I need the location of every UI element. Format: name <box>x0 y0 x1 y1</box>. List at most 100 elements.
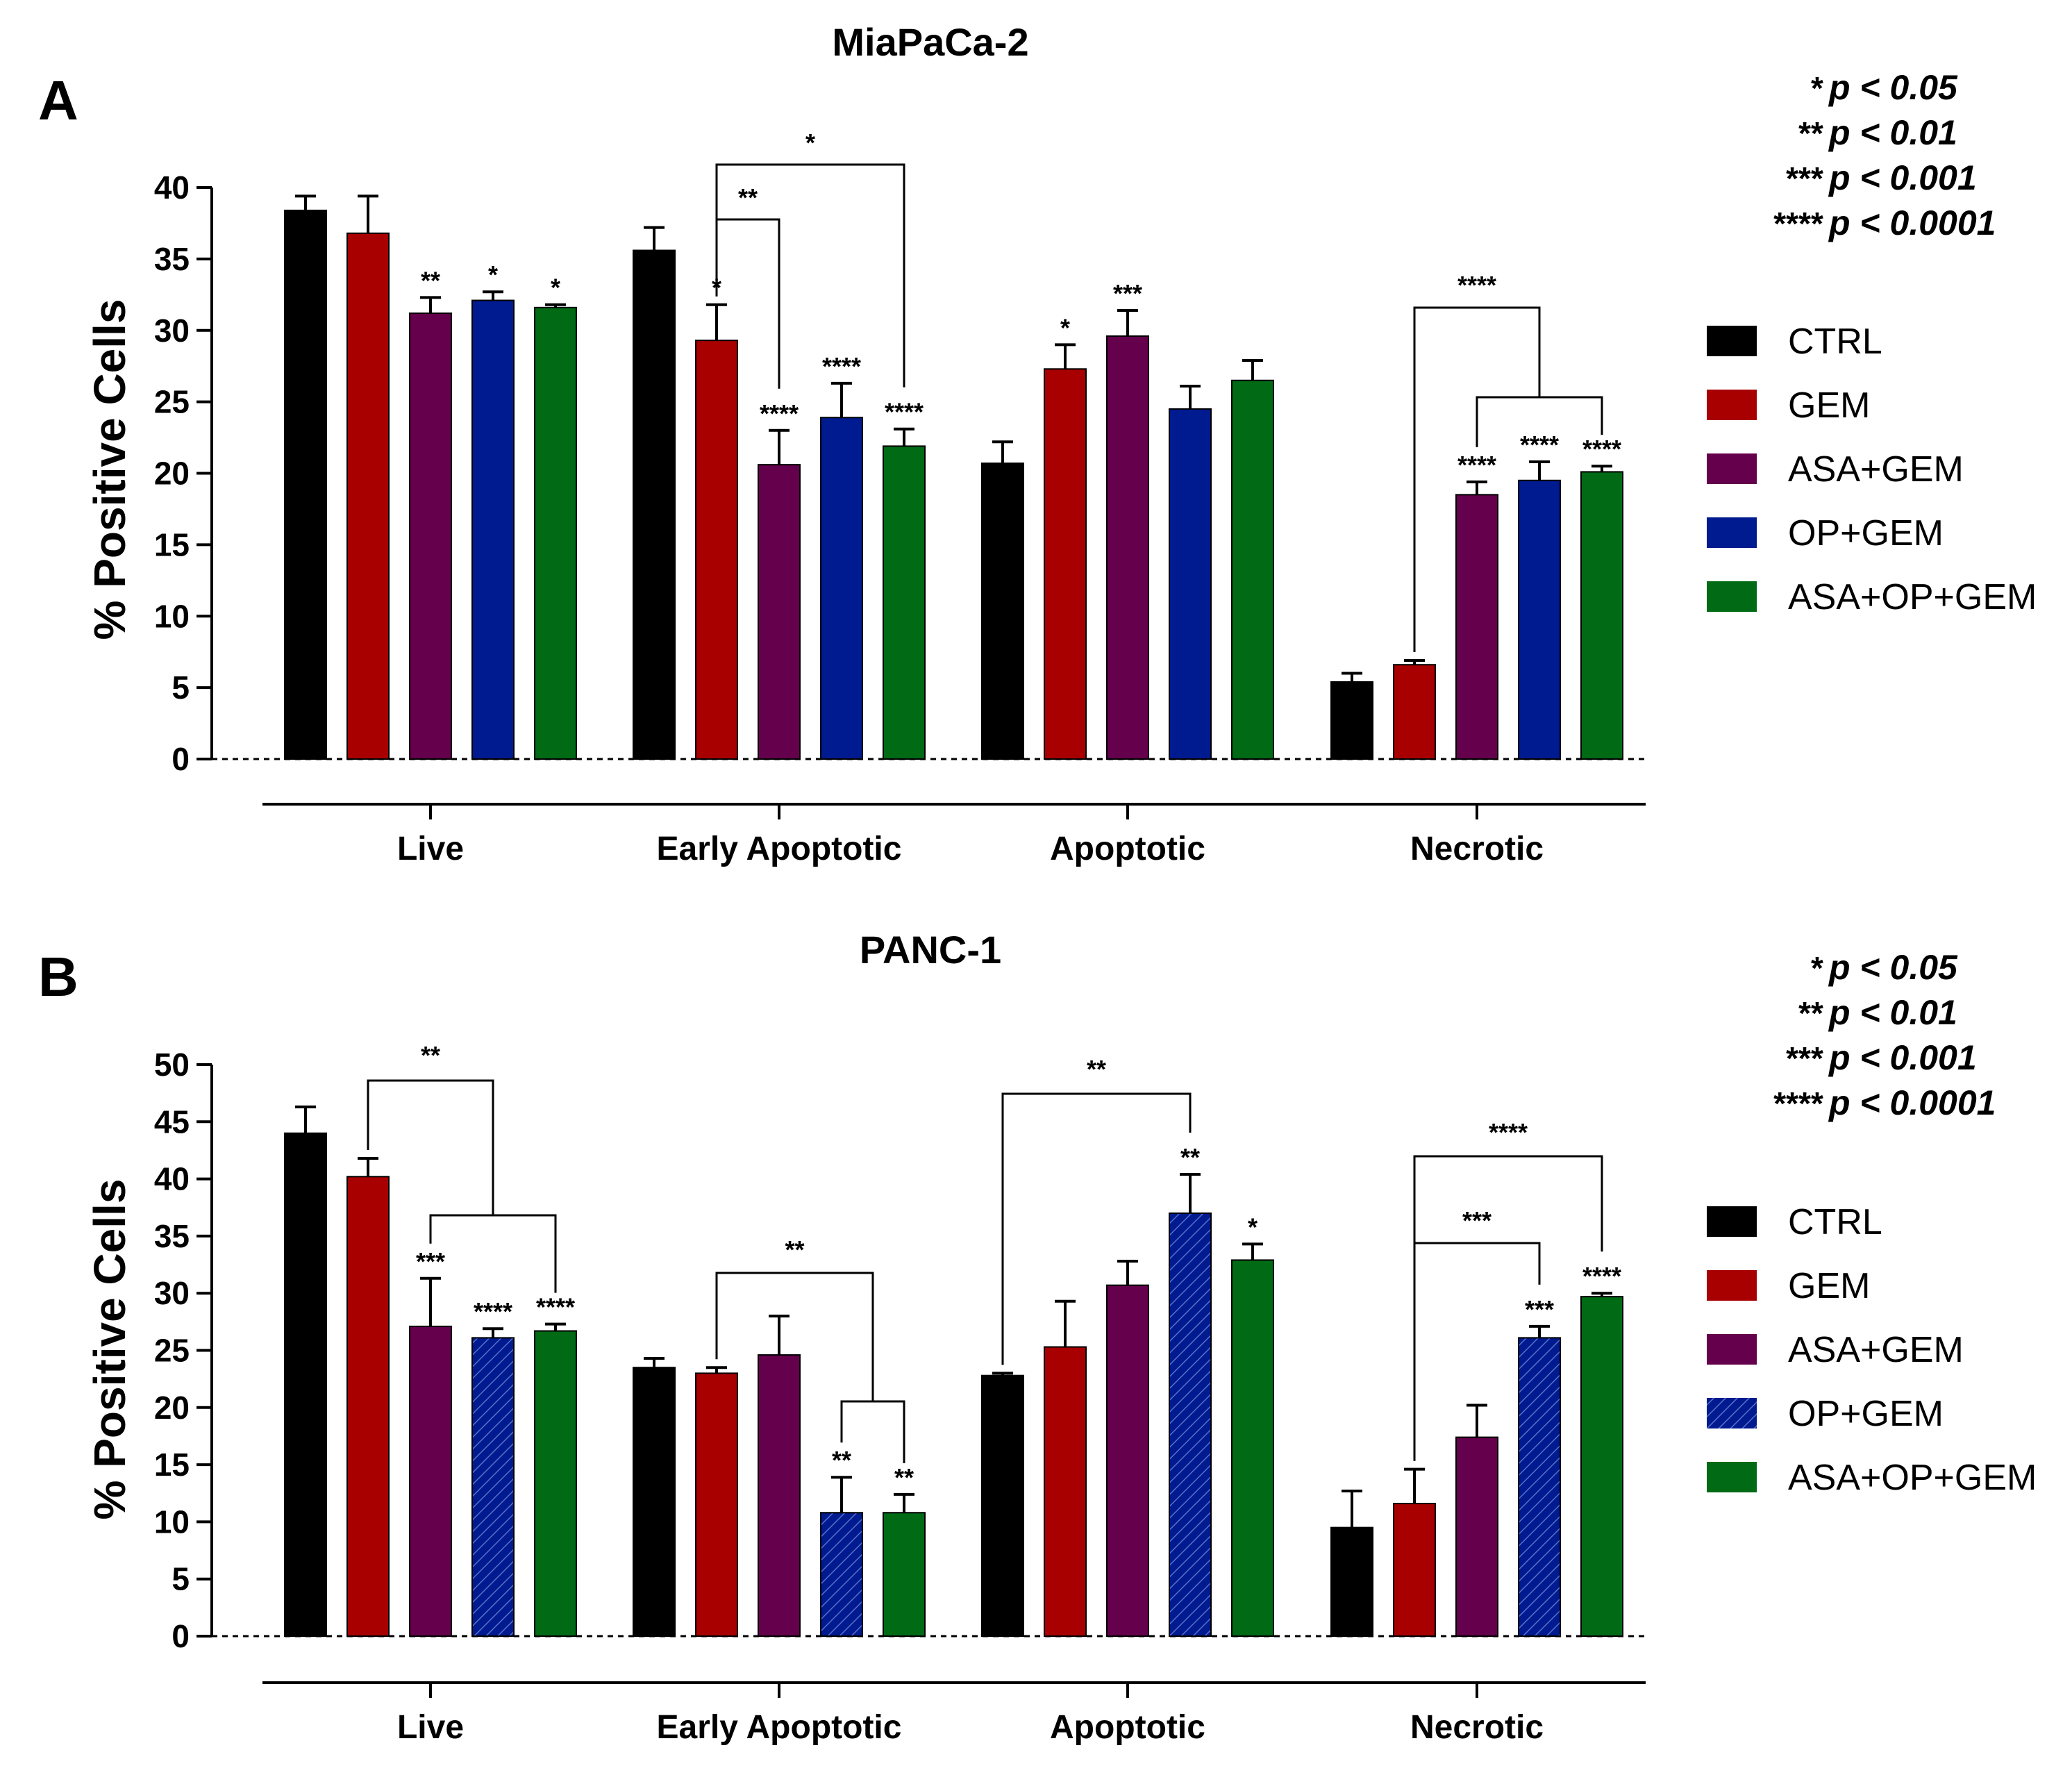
panel-a-title: MiaPaCa-2 <box>832 20 1028 64</box>
significance-label: *** <box>1113 279 1142 308</box>
bar <box>820 1512 863 1637</box>
significance-label: * <box>1248 1213 1258 1241</box>
legend-label: ASA+GEM <box>1788 449 1964 490</box>
pvalue-stars: ** <box>1797 995 1823 1031</box>
x-category-label: Early Apoptotic <box>657 831 902 867</box>
panel-b-plot: 0 5 10 15 20 25 30 35 40 45 50 Live Early Apoptotic A… <box>154 1041 1646 1746</box>
significance-label: ** <box>421 266 440 294</box>
bracket-label: **** <box>1457 271 1496 299</box>
panel-b-pvalue-key: * p < 0.05** p < 0.01*** p < 0.001**** p < 0… <box>1772 948 1996 1122</box>
y-tick-label: 20 <box>154 1390 190 1426</box>
significance-label: **** <box>474 1297 512 1326</box>
pvalue-text: p < 0.0001 <box>1828 1083 1996 1122</box>
significance-bracket <box>1413 1155 1603 1461</box>
panel-a-letter: A <box>38 69 78 131</box>
significance-label: **** <box>1582 1262 1621 1290</box>
legend-label: ASA+OP+GEM <box>1788 1458 2037 1498</box>
significance-label: **** <box>536 1293 575 1322</box>
bar <box>883 445 926 760</box>
bar <box>1580 471 1623 760</box>
panel-b-ylabel: % Positive Cells <box>85 1179 135 1520</box>
significance-bracket <box>1413 1242 1541 1461</box>
bracket-label: ** <box>1087 1055 1106 1083</box>
bar <box>820 417 863 760</box>
bar <box>1455 1436 1498 1637</box>
y-tick-label: 40 <box>154 1161 190 1197</box>
panel-a-legend: CTRL GEM ASA+GEM OP+GEM ASA+OP+GEM <box>1707 322 2037 617</box>
legend-label: OP+GEM <box>1788 513 1944 553</box>
pvalue-stars: ** <box>1797 115 1823 151</box>
significance-label: **** <box>760 399 799 428</box>
bar <box>284 209 327 760</box>
legend-label: ASA+OP+GEM <box>1788 577 2037 617</box>
bar <box>695 340 738 760</box>
bar <box>1044 1346 1087 1637</box>
significance-label: **** <box>1520 431 1559 459</box>
bracket-label: * <box>805 128 815 157</box>
legend-swatch <box>1707 581 1757 612</box>
bar <box>471 1337 515 1638</box>
bar <box>284 1132 327 1637</box>
panel-a-pvalue-key: * p < 0.05** p < 0.01*** p < 0.001**** p < 0… <box>1772 68 1996 242</box>
x-category-label: Early Apoptotic <box>657 1709 902 1746</box>
y-tick-label: 30 <box>154 313 190 349</box>
legend-label: ASA+GEM <box>1788 1330 1964 1370</box>
bar <box>1580 1296 1623 1637</box>
y-tick-label: 0 <box>172 741 190 777</box>
significance-label: * <box>488 260 498 289</box>
legend-swatch <box>1707 390 1757 420</box>
pvalue-text: p < 0.01 <box>1828 113 1957 152</box>
legend-label: CTRL <box>1788 322 1882 362</box>
x-category-label: Apoptotic <box>1050 831 1205 867</box>
bar <box>346 1176 390 1637</box>
legend-swatch <box>1707 1206 1757 1237</box>
y-tick-label: 25 <box>154 384 190 420</box>
legend-swatch <box>1707 1270 1757 1301</box>
significance-group-bracket <box>429 1214 557 1293</box>
y-tick-label: 25 <box>154 1333 190 1369</box>
bracket-label: ** <box>421 1041 440 1069</box>
y-tick-label: 0 <box>172 1618 190 1654</box>
bar <box>1518 1337 1561 1638</box>
panel-a-plot: 0 5 10 15 20 25 30 35 40 Live Early Apoptotic Apopt… <box>154 128 1646 867</box>
legend-swatch <box>1707 517 1757 548</box>
pvalue-text: p < 0.001 <box>1828 1038 1977 1077</box>
x-category-label: Apoptotic <box>1050 1709 1205 1746</box>
bar <box>409 313 452 760</box>
pvalue-stars: * <box>1810 70 1823 106</box>
pvalue-stars: **** <box>1772 206 1823 242</box>
bar <box>758 1354 801 1637</box>
y-tick-label: 40 <box>154 169 190 206</box>
significance-label: ** <box>894 1463 914 1492</box>
bar <box>1231 379 1274 760</box>
bracket-label: **** <box>1489 1118 1528 1147</box>
pvalue-stars: *** <box>1785 160 1823 197</box>
bar <box>534 1330 577 1637</box>
bar <box>883 1512 926 1637</box>
bar <box>346 232 390 760</box>
legend-label: GEM <box>1788 1266 1870 1306</box>
bar <box>633 249 676 760</box>
bracket-label: *** <box>1462 1206 1492 1235</box>
y-tick-label: 5 <box>172 1561 190 1597</box>
y-tick-label: 20 <box>154 456 190 492</box>
bar <box>471 299 515 760</box>
bar <box>1231 1259 1274 1637</box>
x-category-label: Necrotic <box>1410 1709 1544 1746</box>
y-tick-label: 35 <box>154 241 190 277</box>
bar <box>695 1372 738 1638</box>
y-tick-label: 15 <box>154 1447 190 1483</box>
legend-label: GEM <box>1788 385 1870 426</box>
bar <box>1106 1284 1149 1637</box>
bar <box>1169 408 1212 760</box>
y-tick-label: 5 <box>172 669 190 706</box>
bracket-label: ** <box>738 183 758 212</box>
legend-swatch <box>1707 453 1757 484</box>
y-tick-label: 35 <box>154 1218 190 1254</box>
bar <box>1393 664 1436 760</box>
pvalue-text: p < 0.0001 <box>1828 203 1996 242</box>
panel-a: A MiaPaCa-2 % Positive Cells 0 5 10 15 20 25 3… <box>38 20 2037 867</box>
legend-label: CTRL <box>1788 1202 1882 1242</box>
significance-label: ** <box>1180 1143 1200 1172</box>
